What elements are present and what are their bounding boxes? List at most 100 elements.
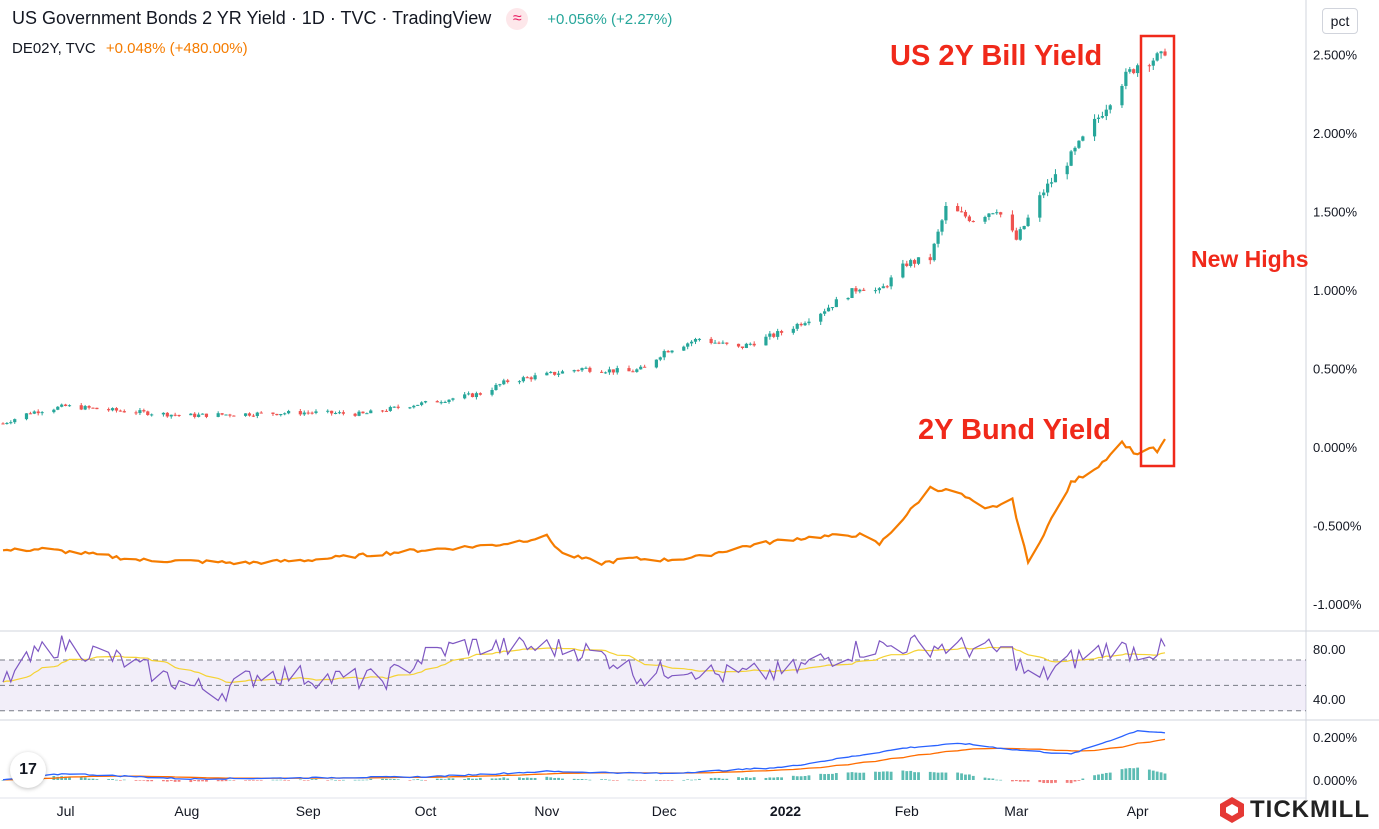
wave-icon[interactable]: ≈ (506, 8, 529, 30)
macd-histogram-bar (142, 780, 146, 781)
macd-histogram-bar (834, 773, 838, 780)
candle-body (173, 414, 177, 416)
candle-body (556, 373, 561, 375)
macd-histogram-bar (831, 773, 834, 780)
macd-histogram-bar (330, 779, 334, 781)
macd-histogram-bar (1065, 780, 1069, 783)
macd-histogram-bar (298, 779, 302, 781)
y-tick-label: 2.500% (1313, 48, 1358, 63)
candle-body (95, 407, 99, 410)
candle-body (243, 413, 248, 416)
macd-histogram-bar (1042, 780, 1046, 784)
macd-histogram-bar (244, 780, 247, 781)
candle-body (146, 411, 150, 416)
macd-histogram-bar (635, 780, 639, 781)
macd-histogram-bar (353, 779, 357, 781)
macd-histogram-bar (177, 780, 181, 782)
macd-histogram-bar (529, 777, 533, 780)
tradingview-logo[interactable]: 17 (10, 752, 46, 788)
macd-histogram-bar (1159, 772, 1163, 780)
rsi-line (2, 634, 1166, 703)
macd-histogram-bar (408, 780, 412, 781)
macd-histogram-bar (369, 778, 373, 780)
macd-histogram-bar (87, 778, 91, 780)
macd-histogram-bar (658, 780, 662, 781)
macd-histogram-bar (521, 778, 525, 780)
macd-histogram-bar (987, 778, 991, 780)
macd-histogram-bar (1163, 773, 1167, 780)
candle-body (341, 412, 345, 414)
macd-histogram-bar (283, 780, 287, 781)
macd-histogram-bar (608, 779, 611, 781)
macd-histogram-bar (690, 779, 693, 781)
candle-body (834, 299, 838, 308)
macd-histogram-bar (553, 777, 557, 780)
candle-body (114, 408, 119, 411)
candle-body (224, 414, 228, 416)
candle-body (803, 323, 807, 326)
candle-body (67, 405, 72, 407)
candle-body (748, 343, 752, 345)
macd-histogram-bar (326, 780, 330, 781)
macd-histogram-bar (224, 780, 228, 782)
candle-body (326, 410, 330, 412)
macd-histogram-bar (639, 780, 643, 781)
candle-body (177, 414, 181, 416)
candle-body (533, 375, 537, 380)
macd-histogram-bar (68, 777, 71, 780)
candle-body (165, 412, 169, 417)
candle-body (470, 393, 475, 398)
macd-histogram-bar (306, 780, 310, 781)
candle-body (161, 412, 166, 415)
percent-scale-button[interactable]: pct (1322, 8, 1358, 34)
candle-body (200, 413, 205, 415)
macd-histogram-bar (197, 780, 201, 782)
candle-body (408, 407, 412, 409)
candle-body (588, 367, 592, 372)
legend-title-row: US Government Bonds 2 YR Yield · 1D · TV… (12, 8, 672, 30)
candle-body (56, 406, 60, 410)
macd-histogram-bar (967, 774, 971, 780)
macd-histogram-bar (858, 772, 862, 780)
candle-body (333, 412, 338, 414)
macd-histogram-bar (165, 780, 169, 782)
macd-histogram-bar (584, 779, 588, 780)
macd-histogram-bar (173, 780, 177, 782)
macd-histogram-bar (686, 779, 690, 780)
x-tick-label: Feb (895, 803, 919, 819)
candle-body (873, 290, 878, 292)
candle-body (1046, 183, 1050, 193)
candle-body (913, 260, 917, 264)
rsi-tick-label: 40.00 (1313, 692, 1346, 707)
macd-histogram-bar (764, 777, 768, 780)
macd-histogram-bar (604, 779, 607, 780)
macd-histogram-bar (936, 772, 940, 780)
candle-body (885, 286, 889, 288)
candle-body (1120, 85, 1124, 106)
macd-histogram-bar (889, 771, 893, 780)
x-tick-label: Jul (57, 803, 75, 819)
macd-histogram-bar (752, 777, 756, 780)
candle-body (697, 338, 702, 340)
candle-body (529, 377, 533, 380)
macd-histogram-bar (498, 778, 502, 780)
candle-body (693, 338, 698, 342)
candle-body (87, 406, 91, 408)
macd-tick-label: 0.200% (1313, 730, 1358, 745)
macd-histogram-bar (1081, 778, 1085, 780)
candle-body (983, 216, 987, 222)
macd-histogram-bar (1151, 770, 1155, 780)
candle-body (850, 288, 854, 298)
macd-histogram-bar (107, 779, 111, 780)
candle-body (744, 343, 748, 348)
macd-tick-label: 0.000% (1313, 773, 1358, 788)
candle-body (110, 408, 115, 411)
candle-body (361, 411, 365, 414)
macd-histogram-bar (971, 775, 975, 780)
symbol-change: +0.056% (+2.27%) (547, 11, 673, 28)
candle-body (916, 257, 921, 264)
macd-histogram-bar (193, 780, 197, 782)
candle-body (478, 393, 482, 395)
macd-histogram-bar (662, 780, 666, 781)
